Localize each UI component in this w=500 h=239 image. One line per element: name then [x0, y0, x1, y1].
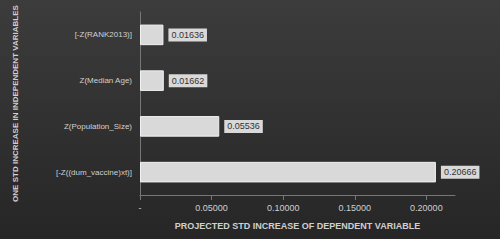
svg-text:0.10000: 0.10000 [267, 203, 300, 213]
svg-text:0.05000: 0.05000 [195, 203, 228, 213]
svg-text:0.20000: 0.20000 [410, 203, 443, 213]
svg-text:0.20666: 0.20666 [444, 167, 477, 177]
svg-text:ONE STD INCREASE IN INDEPENDEN: ONE STD INCREASE IN INDEPENDENT VARIABLE… [11, 4, 20, 201]
svg-text:[-Z((dum_vaccine)xt)]: [-Z((dum_vaccine)xt)] [56, 168, 132, 177]
svg-text:[-Z(RANK2013)]: [-Z(RANK2013)] [75, 30, 132, 39]
svg-text:0.15000: 0.15000 [338, 203, 371, 213]
svg-text:Z(Population_Size): Z(Population_Size) [64, 122, 132, 131]
svg-text:0.01636: 0.01636 [171, 30, 204, 40]
svg-text:PROJECTED STD INCREASE OF DEPE: PROJECTED STD INCREASE OF DEPENDENT VARI… [175, 221, 420, 231]
svg-text:0.05536: 0.05536 [227, 121, 260, 131]
svg-text:-: - [139, 203, 142, 213]
svg-text:Z(Median Age): Z(Median Age) [80, 76, 133, 85]
svg-text:0.01662: 0.01662 [172, 76, 205, 86]
